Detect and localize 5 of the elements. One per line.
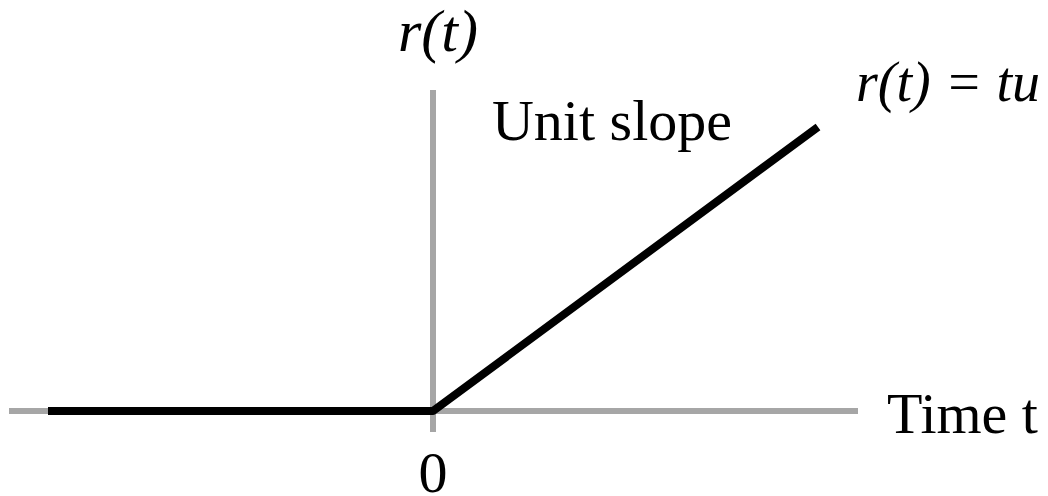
x-axis-title: Time t xyxy=(887,380,1038,446)
text: r(t) = tu xyxy=(856,51,1040,114)
y-axis-title: r(t) xyxy=(398,0,478,64)
annotation: Unit slope xyxy=(491,88,733,153)
text: 0 xyxy=(418,439,448,496)
